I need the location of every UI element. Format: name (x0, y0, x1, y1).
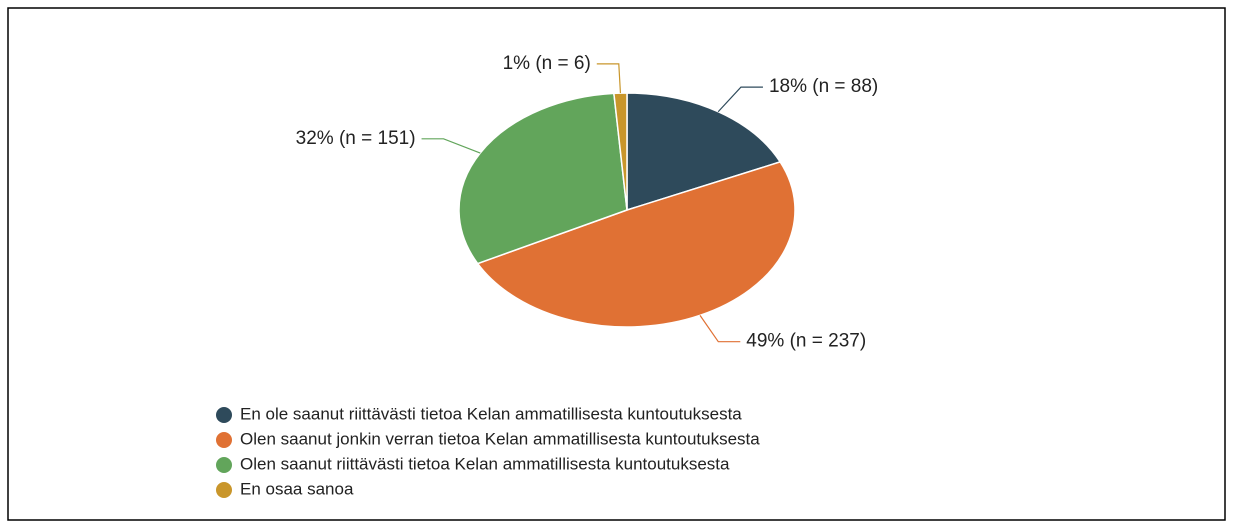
legend-label: Olen saanut jonkin verran tietoa Kelan a… (240, 429, 760, 448)
pie-slice (458, 92, 628, 265)
data-label: 18% (n = 88) (769, 76, 878, 97)
legend-swatch (216, 432, 232, 448)
legend-label: En osaa sanoa (240, 479, 354, 498)
legend-swatch (216, 457, 232, 473)
legend-swatch (216, 407, 232, 423)
legend-label: Olen saanut riittävästi tietoa Kelan amm… (240, 454, 730, 473)
legend-label: En ole saanut riittävästi tietoa Kelan a… (240, 404, 742, 423)
legend-swatch (216, 482, 232, 498)
leader-line (717, 86, 763, 113)
data-label: 1% (n = 6) (503, 53, 591, 74)
pie-slice (476, 161, 796, 328)
leader-line (421, 138, 481, 154)
leader-line (596, 63, 622, 94)
data-label: 49% (n = 237) (746, 331, 866, 352)
data-label: 32% (n = 151) (296, 128, 416, 149)
pie-slice (626, 92, 782, 212)
leader-line (699, 315, 741, 343)
